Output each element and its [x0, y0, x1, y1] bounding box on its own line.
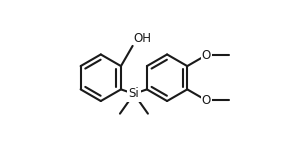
- Text: O: O: [202, 94, 211, 107]
- Text: O: O: [202, 49, 211, 61]
- Text: OH: OH: [133, 32, 151, 45]
- Text: Si: Si: [129, 87, 139, 100]
